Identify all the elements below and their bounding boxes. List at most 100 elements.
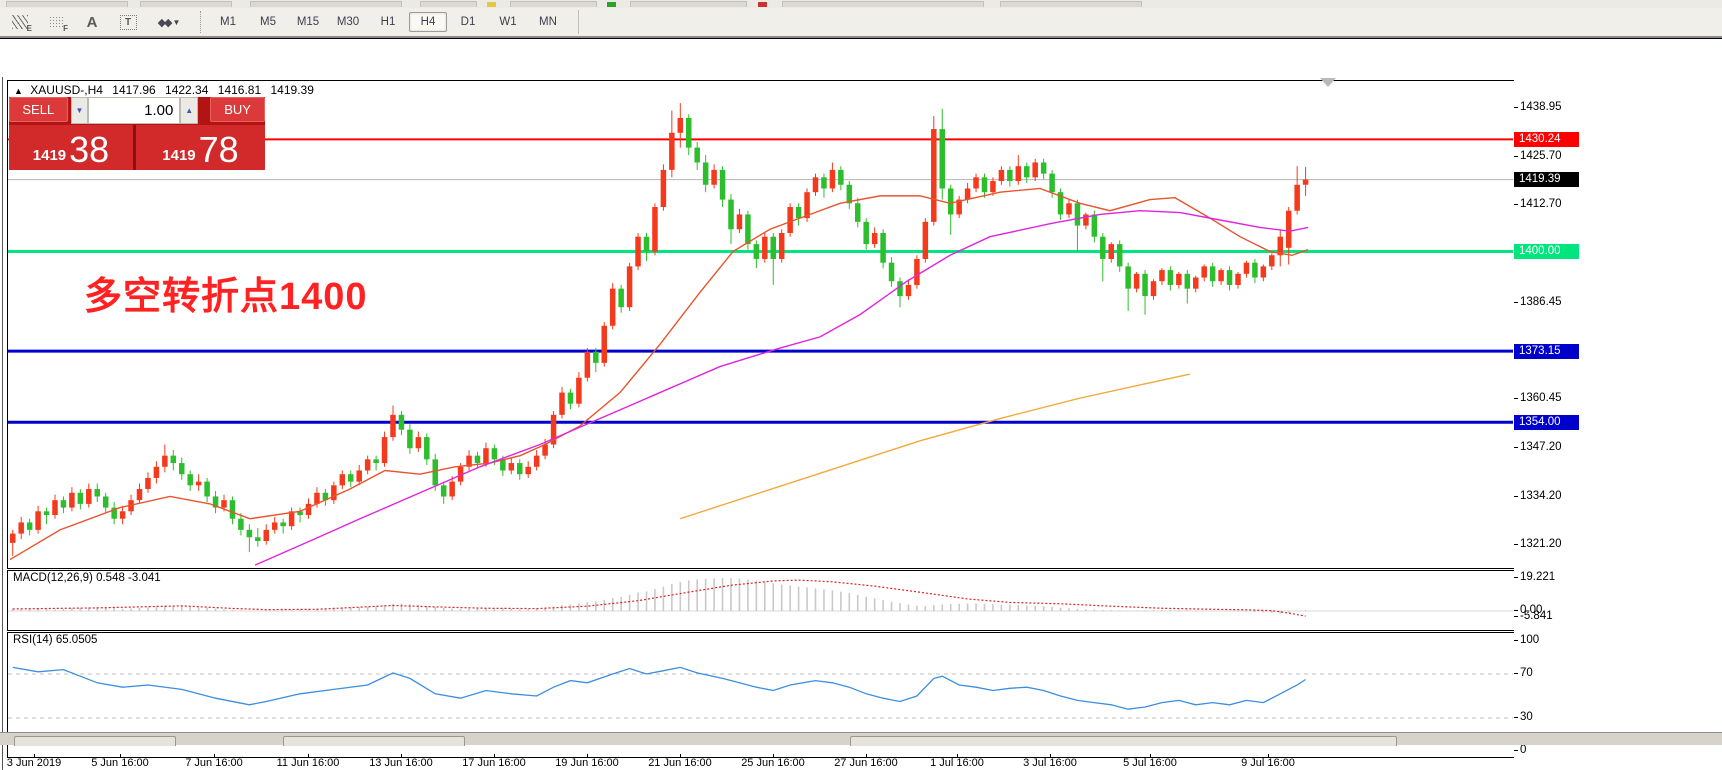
time-tick-mark xyxy=(214,754,215,757)
text-label-glyph: A xyxy=(86,13,98,31)
time-tick-mark xyxy=(773,754,774,757)
macd-indicator-pane[interactable]: MACD(12,26,9) 0.548 -3.041 xyxy=(7,570,1516,631)
chart-annotation-text: 多空转折点1400 xyxy=(84,276,368,318)
timeframe-button-H1[interactable]: H1 xyxy=(380,16,396,28)
time-axis[interactable]: 3 Jun 2019 5 Jun 16:00 7 Jun 16:00 11 Jun 1… xyxy=(6,754,1513,770)
axis-tick-mark xyxy=(1514,610,1518,611)
time-tick-mark xyxy=(587,754,588,757)
price-level-badge: 1354.00 xyxy=(1514,414,1579,430)
axis-tick-mark xyxy=(1514,398,1518,400)
price-axis[interactable]: 1438.95 1425.70 1412.70 1386.45 1360.45 1347.… xyxy=(1514,77,1722,770)
axis-tick-mark xyxy=(1514,204,1518,206)
ma-fast-line xyxy=(9,187,1309,561)
chart-window: ▲ XAUUSD-,H4 1417.96 1422.34 1416.81 141… xyxy=(0,38,1722,770)
price-level-badge: 1400.00 xyxy=(1514,244,1579,260)
time-tick-label: 25 Jun 16:00 xyxy=(741,757,805,769)
rsi-axis-label: 30 xyxy=(1520,711,1533,723)
chart-tab[interactable] xyxy=(283,736,465,746)
timeframe-button-M5[interactable]: M5 xyxy=(260,16,276,28)
time-tick-mark xyxy=(680,754,681,757)
time-tick-label: 19 Jun 16:00 xyxy=(555,757,619,769)
chart-ohlc-title: ▲ XAUUSD-,H4 1417.96 1422.34 1416.81 141… xyxy=(14,83,320,97)
arrows-objects-icon[interactable]: ◆◆ ▼ xyxy=(148,10,190,34)
volume-increase-button[interactable]: ▲ xyxy=(180,97,199,124)
buy-price-pips: 78 xyxy=(198,129,239,170)
clipped-icon-yellow xyxy=(487,2,496,7)
toolbar-separator xyxy=(200,11,202,33)
timeframe-button-M15[interactable]: M15 xyxy=(296,16,320,28)
time-tick-mark xyxy=(1150,754,1151,757)
rsi-label: RSI(14) 65.0505 xyxy=(13,634,98,646)
icon-letter: F xyxy=(63,24,68,33)
macd-signal-line xyxy=(12,579,1306,617)
timeframe-button-M30[interactable]: M30 xyxy=(336,16,360,28)
price-tick-label: 1334.20 xyxy=(1520,489,1562,502)
price-level-badge: 1373.15 xyxy=(1514,343,1579,359)
timeframe-button-H4[interactable]: H4 xyxy=(409,12,447,32)
buy-price-display[interactable]: 1419 78 xyxy=(136,125,265,170)
chart-tabs-strip xyxy=(0,732,1722,746)
sell-button[interactable]: SELL xyxy=(9,97,68,122)
rsi-line xyxy=(12,666,1306,710)
expand-triangle-icon[interactable]: ▲ xyxy=(14,86,23,96)
time-tick-label: 1 Jul 16:00 xyxy=(930,757,984,769)
time-tick-mark xyxy=(1050,754,1051,757)
window-left-border xyxy=(2,77,3,770)
symbol-period-label: XAUUSD-,H4 xyxy=(30,83,103,97)
time-tick-label: 5 Jun 16:00 xyxy=(91,757,149,769)
text-label-icon[interactable]: A xyxy=(76,10,108,34)
rsi-chart xyxy=(8,666,1513,719)
axis-tick-mark xyxy=(1514,543,1518,545)
price-tick-label: 1347.20 xyxy=(1520,441,1562,454)
arrows-glyph: ◆◆ xyxy=(157,16,173,29)
rsi-axis-label: 0 xyxy=(1520,744,1527,756)
volume-input[interactable] xyxy=(88,97,181,124)
axis-tick-mark xyxy=(1514,717,1518,718)
volume-decrease-button[interactable]: ▼ xyxy=(70,97,89,124)
indicator-lines-glyph xyxy=(12,15,28,29)
ma-slow-line xyxy=(679,373,1191,520)
clipped-icon-red xyxy=(758,2,767,7)
axis-tick-mark xyxy=(1514,640,1518,641)
sell-price-display[interactable]: 1419 38 xyxy=(9,125,136,170)
timeframe-button-M1[interactable]: M1 xyxy=(220,16,236,28)
scroll-to-end-marker[interactable] xyxy=(1320,78,1336,87)
price-level-badge: 1430.24 xyxy=(1514,131,1579,147)
fibonacci-grid-icon[interactable]: F xyxy=(40,10,72,34)
time-tick-label: 3 Jun 2019 xyxy=(6,757,62,769)
rsi-axis-label: 100 xyxy=(1520,634,1540,646)
time-tick-mark xyxy=(401,754,402,757)
indicator-lines-icon[interactable]: E xyxy=(4,10,36,34)
macd-axis-label: 19.221 xyxy=(1520,571,1556,583)
timeframe-button-D1[interactable]: D1 xyxy=(460,16,476,28)
fibonacci-grid-glyph xyxy=(48,15,64,29)
time-tick-label: 9 Jul 16:00 xyxy=(1241,757,1295,769)
macd-histogram xyxy=(11,578,1307,614)
open-value: 1417.96 xyxy=(112,83,156,97)
sell-price-pips: 38 xyxy=(69,129,110,170)
time-tick-label: 13 Jun 16:00 xyxy=(369,757,433,769)
axis-tick-mark xyxy=(1514,447,1518,449)
time-tick-label: 11 Jun 16:00 xyxy=(276,757,340,769)
time-tick-label: 5 Jul 16:00 xyxy=(1123,757,1177,769)
macd-axis-label: -5.841 xyxy=(1520,610,1553,622)
price-tick-label: 1412.70 xyxy=(1520,198,1562,211)
time-tick-mark xyxy=(34,754,35,757)
one-click-trading-panel: SELL ▼ ▲ BUY 1419 38 1419 78 xyxy=(9,97,265,170)
macd-label: MACD(12,26,9) 0.548 -3.041 xyxy=(13,572,161,584)
chart-tab[interactable] xyxy=(850,736,1397,746)
text-box-icon[interactable]: T xyxy=(112,10,144,34)
timeframe-button-MN[interactable]: MN xyxy=(539,16,557,28)
chevron-down-icon: ▼ xyxy=(172,17,181,27)
time-tick-label: 17 Jun 16:00 xyxy=(462,757,526,769)
time-tick-label: 27 Jun 16:00 xyxy=(834,757,898,769)
timeframe-button-W1[interactable]: W1 xyxy=(499,16,517,28)
close-value: 1419.39 xyxy=(270,83,314,97)
chart-tab[interactable] xyxy=(14,736,176,746)
macd-chart xyxy=(8,578,1513,617)
price-level-badge: 1419.39 xyxy=(1514,172,1579,188)
axis-tick-mark xyxy=(1514,673,1518,674)
candles-layer xyxy=(10,103,1309,556)
axis-tick-mark xyxy=(1514,616,1518,617)
buy-button[interactable]: BUY xyxy=(210,97,265,122)
